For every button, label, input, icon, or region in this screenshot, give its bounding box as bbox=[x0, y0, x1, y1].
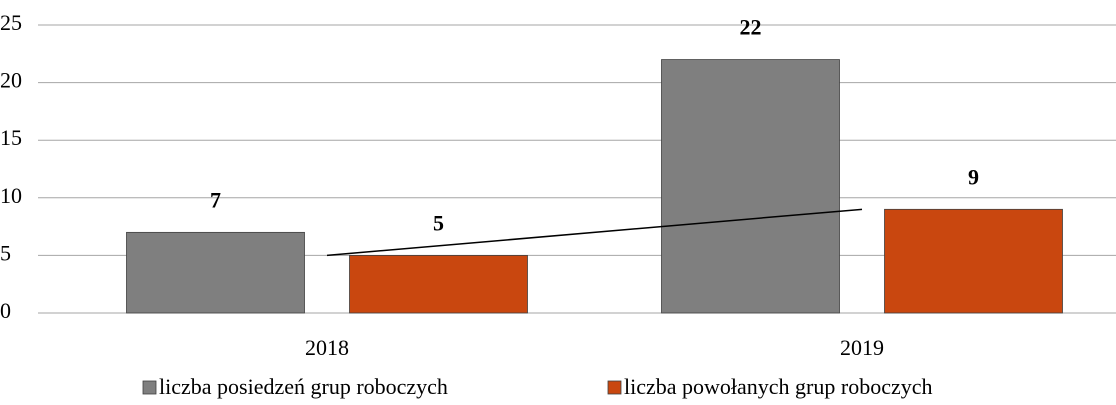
trendline bbox=[326, 208, 863, 257]
y-tick-label: 0 bbox=[0, 298, 11, 323]
legend-label: liczba posiedzeń grup roboczych bbox=[159, 374, 448, 399]
bar bbox=[126, 231, 305, 314]
y-tick-label: 15 bbox=[0, 125, 22, 150]
y-tick-label: 10 bbox=[0, 183, 22, 208]
data-label: 7 bbox=[210, 187, 221, 212]
legend-label: liczba powołanych grup roboczych bbox=[624, 374, 933, 399]
y-tick-label: 20 bbox=[0, 68, 22, 93]
data-label: 9 bbox=[968, 164, 979, 189]
bar bbox=[349, 254, 528, 314]
data-label: 5 bbox=[433, 210, 444, 235]
y-tick-label: 5 bbox=[0, 240, 11, 265]
y-tick-label: 25 bbox=[0, 10, 22, 35]
x-tick-label: 2018 bbox=[305, 335, 349, 360]
x-tick-label: 2019 bbox=[840, 335, 884, 360]
bar bbox=[884, 208, 1063, 314]
legend-swatch bbox=[607, 380, 622, 395]
data-label: 22 bbox=[740, 15, 762, 40]
bar bbox=[661, 59, 840, 314]
legend-swatch bbox=[142, 380, 157, 395]
